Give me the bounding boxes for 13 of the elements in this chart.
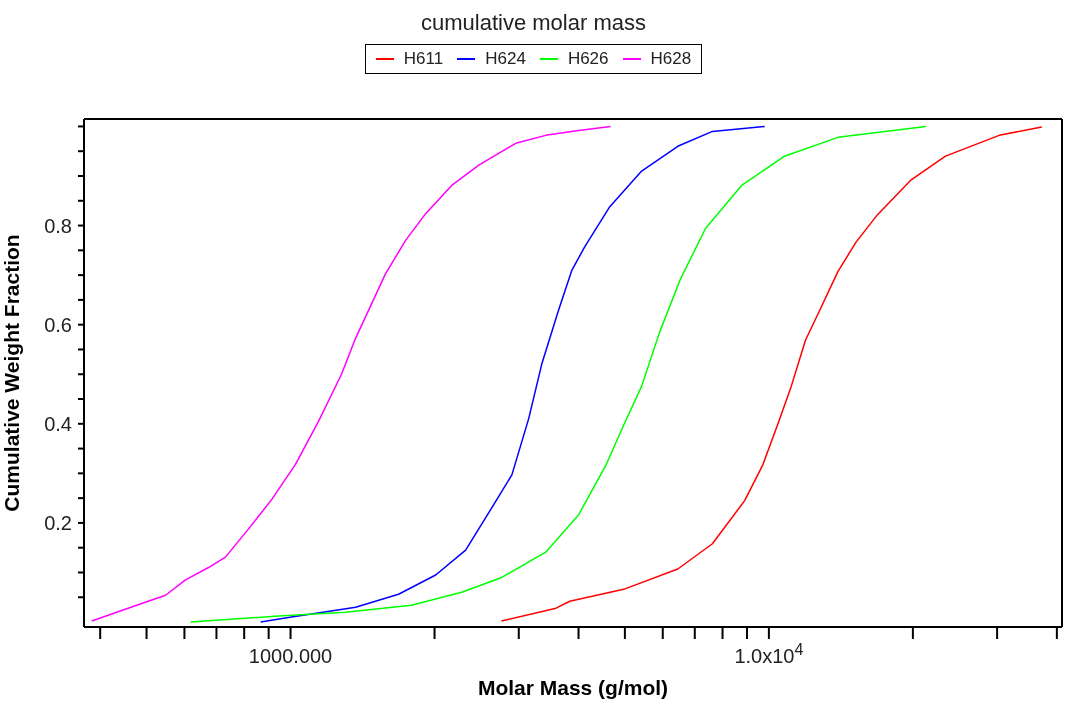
y-tick-label: 0.6	[44, 313, 72, 336]
legend-label: H624	[484, 49, 526, 69]
y-tick-label: 0.2	[44, 511, 72, 534]
legend-label: H626	[566, 49, 609, 69]
x-axis-title: Molar Mass (g/mol)	[477, 676, 669, 699]
x-tick-label: 1.0x10$^{4}$	[734, 640, 804, 667]
legend-label: H628	[649, 49, 692, 69]
legend-label: H611	[402, 49, 444, 69]
x-tick-label: 1000.000	[248, 645, 333, 667]
y-tick-label: 0.4	[44, 412, 72, 435]
y-axis-title: Cumulative Weight Fraction	[0, 234, 24, 512]
y-tick-label: 0.8	[44, 214, 72, 237]
chart-title: cumulative molar mass	[420, 10, 647, 36]
